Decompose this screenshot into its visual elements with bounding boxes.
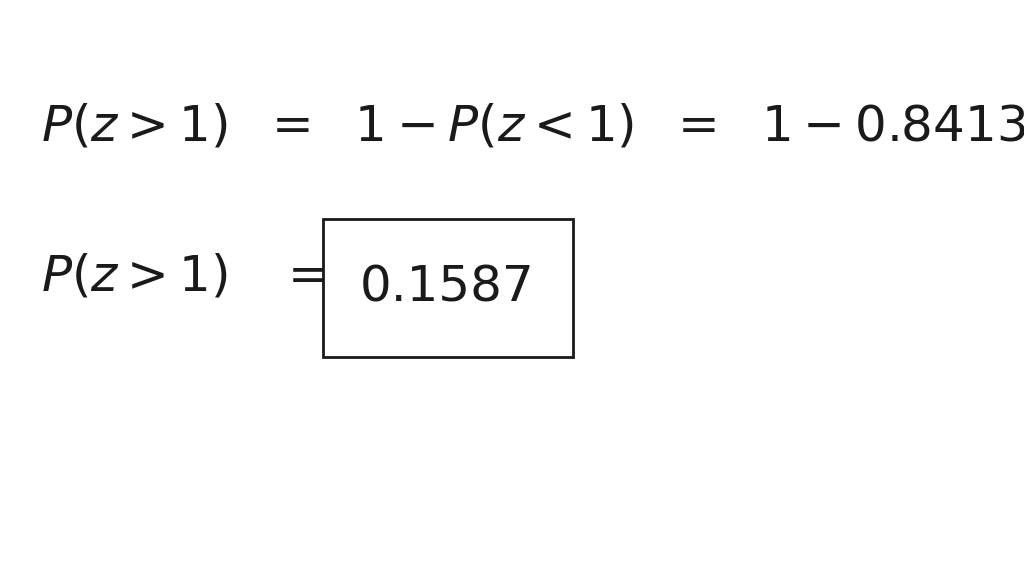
Text: $P(z > 1)$  $=$  $1- P(z < 1)$  $=$  $1-0.8413$: $P(z > 1)$ $=$ $1- P(z < 1)$ $=$ $1-0.84… [41,103,1024,151]
Bar [323,219,573,357]
Text: $P(z > 1)$   $=$: $P(z > 1)$ $=$ [41,252,326,301]
Text: 0.1587: 0.1587 [360,264,535,312]
